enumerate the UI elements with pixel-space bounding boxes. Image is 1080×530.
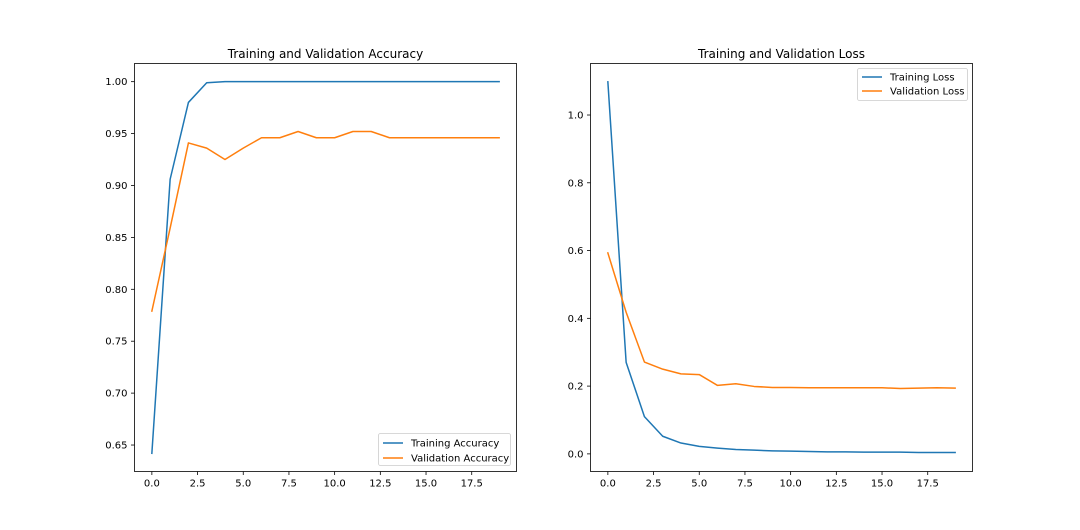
- loss-x-tick-label: 7.5: [737, 479, 753, 490]
- loss-x-tick-label: 5.0: [691, 479, 707, 490]
- accuracy-x-tick-label: 10.0: [324, 479, 346, 490]
- loss-chart-title: Training and Validation Loss: [697, 47, 865, 61]
- loss-x-tick-label: 0.0: [600, 479, 616, 490]
- accuracy-y-tick-label: 0.95: [105, 129, 127, 140]
- accuracy-y-tick-label: 1.00: [105, 77, 127, 88]
- accuracy-y-tick-label: 0.90: [105, 181, 127, 192]
- loss-validation-line: [606, 251, 956, 390]
- loss-y-tick-label: 0.6: [568, 246, 584, 257]
- loss-x-tick-label: 12.5: [825, 479, 847, 490]
- accuracy-x-tick-label: 12.5: [369, 479, 391, 490]
- accuracy-legend-label-training: Training Accuracy: [410, 439, 499, 450]
- accuracy-training-line: [151, 80, 500, 455]
- loss-legend: Training Loss Validation Loss: [857, 68, 968, 101]
- loss-x-tick-label: 10.0: [780, 479, 802, 490]
- accuracy-x-tick-label: 0.0: [144, 479, 160, 490]
- accuracy-x-tick-label: 2.5: [190, 479, 206, 490]
- accuracy-plot-frame: [134, 63, 517, 472]
- accuracy-chart: Training and Validation Accuracy 0.0 2.5 5…: [105, 47, 517, 490]
- accuracy-x-tick-label: 17.5: [461, 479, 483, 490]
- loss-series-layer: [606, 81, 956, 454]
- loss-x-tick-label: 17.5: [917, 479, 939, 490]
- loss-chart: Training and Validation Loss 0.0 2.5 5.0 7.…: [568, 47, 973, 490]
- accuracy-legend-box: [378, 433, 511, 466]
- loss-plot-frame: [590, 63, 973, 472]
- accuracy-ticks-layer: 0.0 2.5 5.0 7.5 10.0 12.5 15.0 17.5 0.65 0.70 0.75…: [105, 77, 483, 489]
- accuracy-validation-line: [150, 130, 500, 312]
- loss-x-tick-label: 2.5: [646, 479, 662, 490]
- loss-training-line: [607, 81, 956, 454]
- accuracy-y-tick-label: 0.80: [105, 285, 127, 296]
- loss-legend-label-training: Training Loss: [889, 73, 955, 84]
- accuracy-chart-title: Training and Validation Accuracy: [227, 47, 423, 61]
- loss-y-tick-label: 0.4: [568, 314, 584, 325]
- accuracy-series-layer: [150, 80, 500, 455]
- loss-legend-box: [857, 68, 968, 101]
- accuracy-y-tick-label: 0.85: [105, 233, 127, 244]
- loss-legend-label-validation: Validation Loss: [890, 87, 965, 98]
- accuracy-y-tick-label: 0.75: [105, 337, 127, 348]
- accuracy-legend-label-validation: Validation Accuracy: [411, 454, 509, 465]
- loss-ticks-layer: 0.0 2.5 5.0 7.5 10.0 12.5 15.0 17.5 0.0 0.2 0.4 0.6…: [568, 111, 939, 490]
- accuracy-x-tick-label: 5.0: [235, 479, 251, 490]
- accuracy-legend: Training Accuracy Validation Accuracy: [378, 433, 511, 466]
- loss-y-tick-label: 0.8: [568, 178, 584, 189]
- accuracy-y-tick-label: 0.65: [105, 441, 127, 452]
- accuracy-x-tick-label: 15.0: [415, 479, 437, 490]
- loss-y-tick-label: 0.0: [568, 449, 584, 460]
- accuracy-x-tick-label: 7.5: [281, 479, 297, 490]
- loss-y-tick-label: 0.2: [568, 382, 584, 393]
- accuracy-y-tick-label: 0.70: [105, 389, 127, 400]
- loss-y-tick-label: 1.0: [568, 111, 584, 122]
- loss-x-tick-label: 15.0: [871, 479, 893, 490]
